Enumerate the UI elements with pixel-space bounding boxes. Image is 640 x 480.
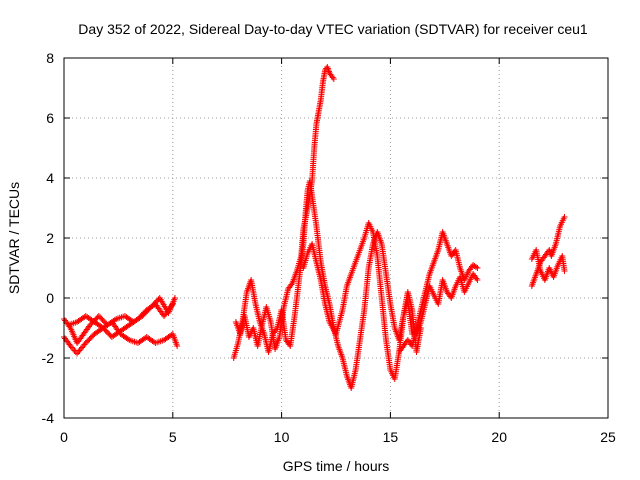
x-tick-label: 20 <box>491 429 507 445</box>
data-point <box>124 336 131 342</box>
data-point <box>472 264 479 270</box>
series-track-j <box>528 247 568 283</box>
x-tick-label: 25 <box>600 429 616 445</box>
x-tick-label: 10 <box>274 429 290 445</box>
x-axis-label: GPS time / hours <box>283 458 390 474</box>
grid-layer <box>64 58 608 418</box>
data-layer <box>61 64 568 391</box>
data-point <box>174 343 181 349</box>
x-tick-label: 15 <box>383 429 399 445</box>
data-point <box>474 265 481 271</box>
series-track-h <box>413 271 481 337</box>
data-point <box>561 214 568 220</box>
chart-title: Day 352 of 2022, Sidereal Day-to-day VTE… <box>78 21 588 37</box>
data-point <box>561 268 568 274</box>
tick-layer: 0 5 10 15 20 25 -4 -2 0 2 4 6 8 <box>42 50 616 445</box>
data-point <box>171 295 178 301</box>
y-tick-label: -4 <box>42 410 55 426</box>
y-tick-label: 8 <box>46 50 54 66</box>
y-tick-label: 2 <box>46 230 54 246</box>
series-track-e <box>232 64 337 352</box>
data-point <box>70 346 77 352</box>
x-tick-label: 0 <box>60 429 68 445</box>
y-tick-label: -2 <box>42 350 55 366</box>
y-tick-label: 4 <box>46 170 54 186</box>
data-point <box>474 277 481 283</box>
series-track-c <box>65 313 181 349</box>
series-track-b <box>61 301 176 357</box>
y-tick-label: 6 <box>46 110 54 126</box>
data-point <box>169 301 176 307</box>
y-axis-label: SDTVAR / TECUs <box>6 182 22 294</box>
y-tick-label: 0 <box>46 290 54 306</box>
series-track-d <box>230 178 424 391</box>
data-point <box>330 76 337 82</box>
series-track-f <box>300 220 416 382</box>
x-tick-label: 5 <box>169 429 177 445</box>
